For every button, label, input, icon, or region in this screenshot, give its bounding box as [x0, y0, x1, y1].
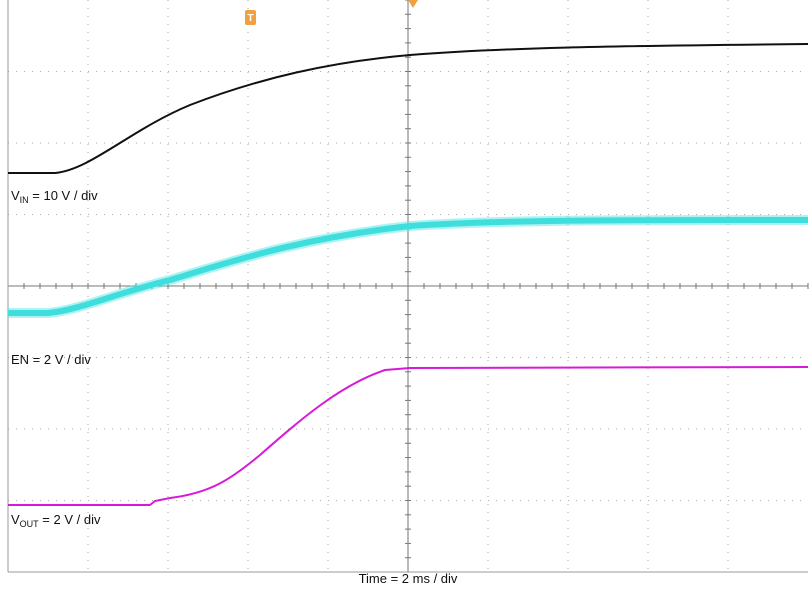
vin-trace: [8, 43, 809, 174]
vout-trace: [8, 366, 809, 506]
trigger-marker-label: T: [247, 13, 253, 24]
en-label: EN = 2 V / div: [11, 352, 91, 367]
en-trace-band: [8, 215, 809, 318]
vin-label: VIN = 10 V / div: [11, 188, 98, 205]
vout-label: VOUT = 2 V / div: [11, 512, 101, 529]
trigger-marker: T: [245, 10, 256, 25]
time-position-marker: [408, 0, 418, 8]
time-scale-label: Time = 2 ms / div: [359, 571, 458, 586]
